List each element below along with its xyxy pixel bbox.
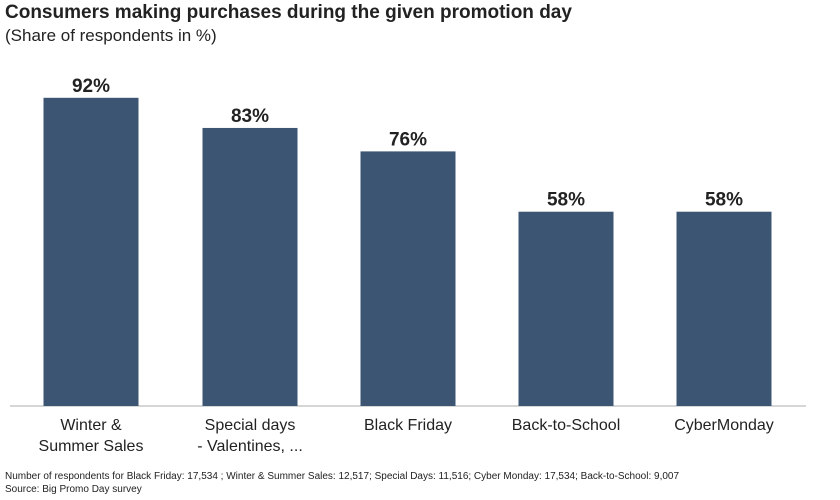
category-label-2: Black Friday (364, 417, 452, 434)
bar-2 (360, 151, 456, 406)
value-label-4: 58% (705, 190, 743, 211)
source-note: Source: Big Promo Day survey (5, 484, 142, 495)
respondents-note: Number of respondents for Black Friday: … (5, 471, 680, 482)
category-label-1: Special days - Valentines, ... (197, 417, 303, 455)
category-label-0: Winter & Summer Sales (39, 417, 144, 455)
value-label-0: 92% (72, 76, 110, 97)
category-label-4: CyberMonday (674, 417, 774, 434)
bar-3 (518, 211, 614, 406)
bar-0 (43, 97, 139, 407)
value-label-2: 76% (389, 129, 427, 150)
bar-4 (676, 211, 772, 406)
value-label-3: 58% (547, 190, 585, 211)
value-label-1: 83% (231, 106, 269, 127)
chart-title: Consumers making purchases during the gi… (5, 2, 572, 23)
bar-1 (202, 127, 298, 406)
chart-subtitle: (Share of respondents in %) (5, 26, 217, 45)
bar-chart: 92% Winter & Summer Sales 83% Special days - … (10, 76, 806, 455)
category-label-3: Back-to-School (512, 417, 621, 434)
